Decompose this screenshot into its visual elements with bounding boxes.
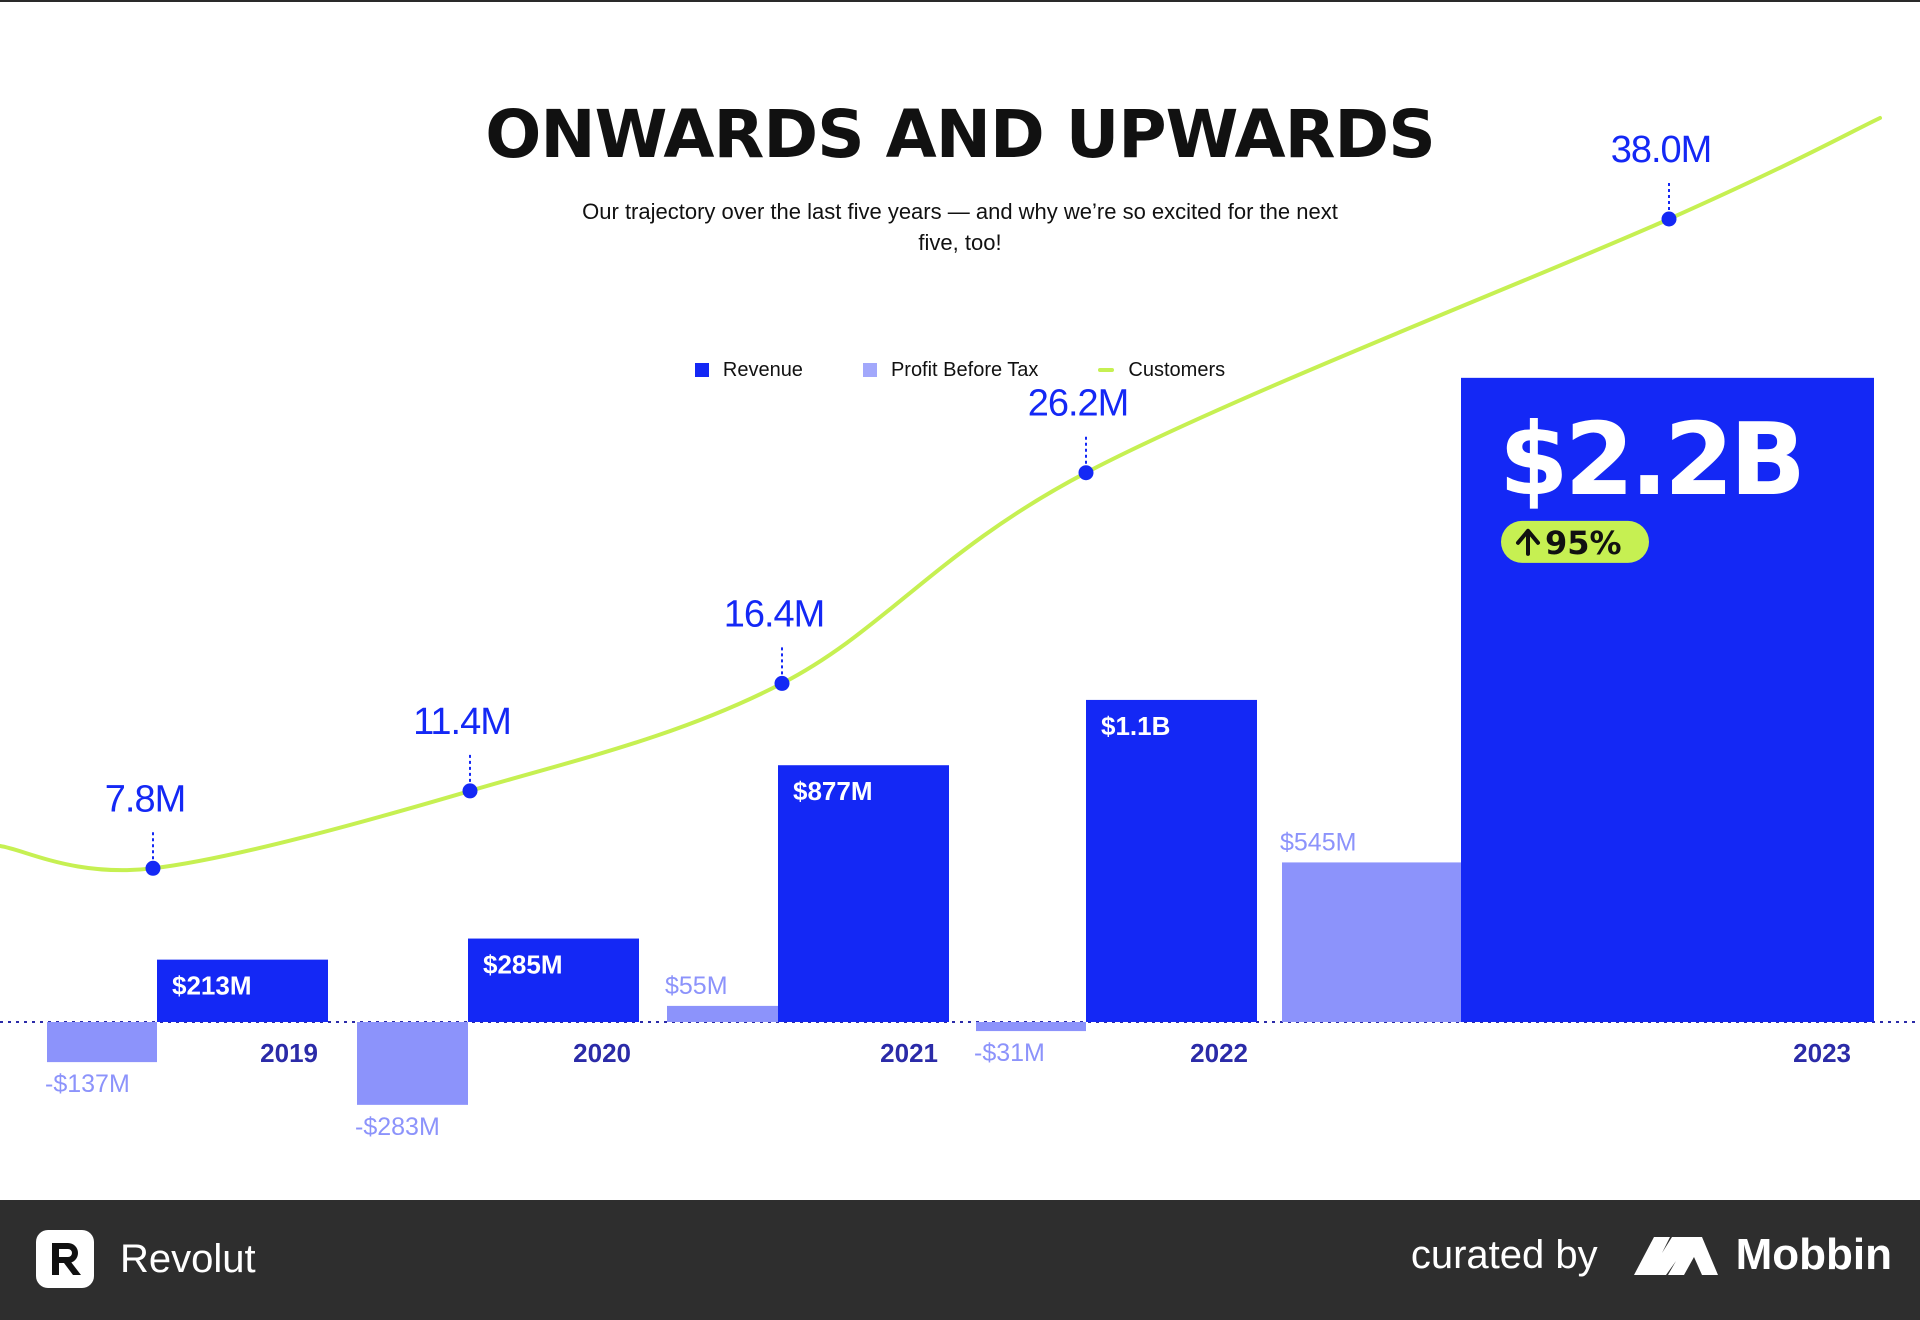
legend-item-revenue: Revenue [694, 358, 803, 382]
profit-label-2022: -$31M [974, 1039, 1045, 1067]
mobbin-logo-icon [1633, 1237, 1718, 1275]
profit-label-2020: -$283M [355, 1113, 440, 1141]
curated-label: curated by [1410, 1232, 1598, 1277]
revenue-label-2020: $285M [483, 950, 563, 980]
customers-label-2021: 16.4M [724, 593, 825, 635]
footer-bar: Revolut curated by Mobbin [0, 1200, 1920, 1320]
customers-point-2022 [1078, 465, 1094, 481]
profit-bar-2022 [976, 1022, 1086, 1032]
customers-label-2022: 26.2M [1028, 383, 1129, 425]
legend-item-customers: Customers [1098, 359, 1225, 382]
chart: -$137M -$283M $55M -$31M $545M $213M $285M $877… [0, 116, 1920, 1141]
year-label-2021: 2021 [880, 1038, 938, 1068]
customers-label-2023: 38.0M [1611, 129, 1712, 171]
revenue-label-2019: $213M [172, 971, 252, 1001]
mobbin-brand: Mobbin [1632, 1230, 1892, 1280]
profit-bar-2019 [47, 1022, 157, 1063]
legend-label-customers: Customers [1128, 358, 1226, 381]
legend-swatch-revenue [694, 363, 709, 377]
year-label-2019: 2019 [260, 1038, 318, 1068]
revenue-bar-2019 [157, 959, 328, 1022]
top-rule [0, 0, 1920, 2]
customers-line [0, 116, 1882, 873]
profit-bar-2020 [357, 1022, 468, 1105]
legend-label-revenue: Revenue [722, 358, 803, 381]
customers-point-2019 [145, 860, 161, 876]
brand-name: Revolut [120, 1236, 256, 1281]
year-label-2023: 2023 [1793, 1038, 1851, 1068]
revenue-label-2023: $2.2B [1499, 401, 1802, 518]
brand: Revolut [36, 1230, 256, 1288]
page-title: ONWARDS AND UPWARDS [485, 96, 1435, 173]
growth-badge-value: 95% [1545, 524, 1622, 562]
year-label-2022: 2022 [1190, 1038, 1248, 1068]
revolut-r-icon [36, 1230, 94, 1288]
revenue-bar-2023 [1461, 377, 1874, 1023]
profit-label-2021: $55M [665, 972, 728, 1000]
customers-point-2023 [1661, 211, 1677, 227]
year-label-2020: 2020 [573, 1038, 631, 1068]
revenue-bar-2020 [468, 938, 639, 1022]
profit-bar-2023 [1282, 862, 1461, 1022]
revenue-bar-2022 [1086, 699, 1257, 1022]
profit-label-2019: -$137M [45, 1070, 130, 1098]
customers-label-2020: 11.4M [413, 701, 511, 743]
growth-badge [1501, 520, 1649, 563]
legend-swatch-customers [1098, 368, 1115, 372]
customers-point-2021 [774, 675, 790, 691]
arrow-up-icon [1516, 528, 1540, 556]
revenue-label-2022: $1.1B [1101, 711, 1170, 741]
revenue-label-2021: $877M [793, 776, 873, 806]
legend-label-profit: Profit Before Tax [890, 358, 1039, 381]
revenue-bar-2021 [778, 765, 949, 1022]
customers-point-2020 [462, 783, 478, 799]
curator-name: Mobbin [1735, 1230, 1892, 1279]
legend-item-profit: Profit Before Tax [862, 358, 1039, 382]
customers-label-2019: 7.8M [105, 778, 185, 820]
chart-legend: Revenue Profit Before Tax Customers [0, 355, 1920, 385]
legend-swatch-profit [862, 363, 877, 377]
page-subtitle: Our trajectory over the last five years … [582, 199, 1338, 255]
profit-bar-2021 [667, 1005, 778, 1022]
profit-label-2023: $545M [1280, 828, 1356, 856]
curated-by: curated by Mobbin [1411, 1230, 1892, 1280]
